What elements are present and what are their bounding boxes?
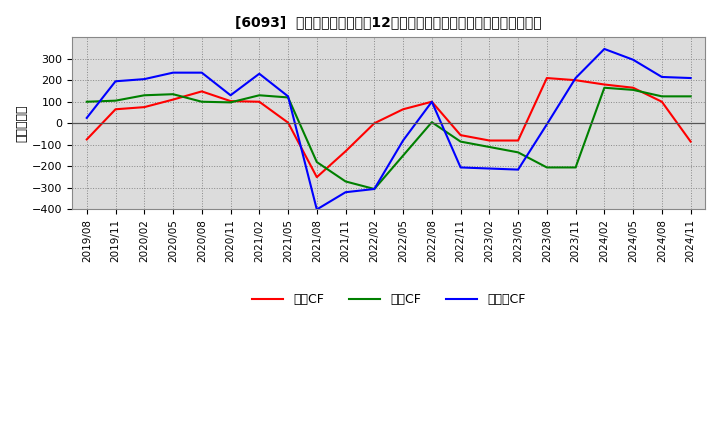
営業CF <box>83 137 91 142</box>
営業CF <box>600 82 608 87</box>
Legend: 営業CF, 投資CF, フリーCF: 営業CF, 投資CF, フリーCF <box>247 288 531 311</box>
投資CF <box>370 187 379 192</box>
投資CF <box>399 153 408 158</box>
営業CF <box>456 132 465 138</box>
営業CF <box>657 99 666 104</box>
フリーCF <box>284 94 292 99</box>
フリーCF <box>312 207 321 212</box>
投資CF <box>485 144 494 150</box>
投資CF <box>657 94 666 99</box>
営業CF <box>370 121 379 126</box>
フリーCF <box>255 71 264 77</box>
フリーCF <box>226 93 235 98</box>
投資CF <box>456 139 465 144</box>
営業CF <box>168 97 177 102</box>
営業CF <box>341 149 350 154</box>
投資CF <box>284 95 292 100</box>
Line: 投資CF: 投資CF <box>87 88 690 189</box>
Line: 営業CF: 営業CF <box>87 78 690 177</box>
投資CF <box>226 100 235 105</box>
投資CF <box>543 165 552 170</box>
Y-axis label: （百万円）: （百万円） <box>15 105 28 142</box>
フリーCF <box>370 187 379 192</box>
フリーCF <box>428 99 436 104</box>
営業CF <box>485 138 494 143</box>
フリーCF <box>485 166 494 171</box>
営業CF <box>629 85 637 90</box>
投資CF <box>312 159 321 165</box>
フリーCF <box>657 74 666 80</box>
フリーCF <box>399 138 408 143</box>
営業CF <box>226 99 235 104</box>
投資CF <box>686 94 695 99</box>
投資CF <box>255 93 264 98</box>
投資CF <box>629 87 637 92</box>
フリーCF <box>140 77 148 82</box>
営業CF <box>255 99 264 104</box>
フリーCF <box>629 57 637 62</box>
フリーCF <box>600 46 608 51</box>
投資CF <box>83 99 91 104</box>
投資CF <box>514 150 523 155</box>
フリーCF <box>341 190 350 195</box>
営業CF <box>543 75 552 81</box>
営業CF <box>399 106 408 112</box>
営業CF <box>197 89 206 94</box>
フリーCF <box>456 165 465 170</box>
フリーCF <box>197 70 206 75</box>
営業CF <box>140 104 148 110</box>
投資CF <box>571 165 580 170</box>
営業CF <box>111 106 120 112</box>
投資CF <box>341 179 350 184</box>
営業CF <box>428 99 436 104</box>
投資CF <box>197 99 206 104</box>
投資CF <box>600 85 608 90</box>
営業CF <box>686 139 695 144</box>
フリーCF <box>83 115 91 121</box>
Title: [6093]  キャッシュフローの12か月移動合計の対前年同期増減額の推移: [6093] キャッシュフローの12か月移動合計の対前年同期増減額の推移 <box>235 15 542 29</box>
営業CF <box>312 175 321 180</box>
Line: フリーCF: フリーCF <box>87 49 690 209</box>
営業CF <box>514 138 523 143</box>
投資CF <box>428 120 436 125</box>
フリーCF <box>543 122 552 127</box>
フリーCF <box>514 167 523 172</box>
フリーCF <box>686 75 695 81</box>
投資CF <box>140 93 148 98</box>
フリーCF <box>571 75 580 81</box>
フリーCF <box>111 79 120 84</box>
投資CF <box>168 92 177 97</box>
投資CF <box>111 98 120 103</box>
フリーCF <box>168 70 177 75</box>
営業CF <box>284 120 292 125</box>
営業CF <box>571 77 580 83</box>
